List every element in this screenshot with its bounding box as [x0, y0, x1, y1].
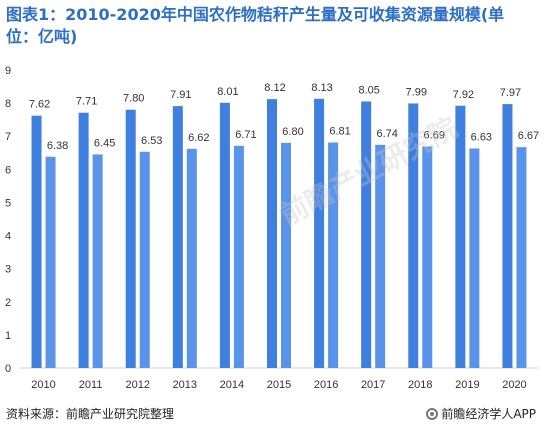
bar-series-1: [314, 98, 325, 368]
x-tick-label: 2013: [173, 379, 197, 391]
data-label: 8.01: [217, 86, 238, 98]
source-note: 资料来源：前瞻产业研究院整理: [6, 407, 175, 421]
x-tick-label: 2020: [502, 379, 526, 391]
data-label: 6.67: [518, 130, 539, 142]
x-tick-label: 2017: [361, 379, 385, 391]
data-label: 8.13: [311, 82, 332, 94]
bar-series-2: [92, 154, 103, 368]
y-tick-label: 8: [5, 98, 11, 110]
x-tick-label: 2019: [455, 379, 479, 391]
data-label: 6.81: [329, 126, 350, 138]
data-label: 8.05: [358, 84, 379, 96]
data-label: 7.62: [29, 99, 50, 111]
y-tick-label: 5: [5, 197, 11, 209]
bar-series-2: [469, 148, 480, 368]
bar-series-1: [267, 99, 277, 368]
bar-series-1: [455, 105, 466, 368]
data-label: 7.97: [500, 87, 521, 99]
x-tick-label: 2018: [408, 379, 432, 391]
y-tick-label: 1: [5, 330, 11, 342]
bar-series-2: [233, 145, 244, 368]
y-tick-label: 0: [5, 363, 11, 375]
data-label: 7.80: [123, 93, 144, 105]
bar-series-2: [139, 151, 150, 368]
bar-series-1: [172, 106, 183, 368]
bar-series-1: [125, 109, 136, 368]
bar-series-2: [422, 146, 433, 368]
bar-series-2: [375, 144, 386, 368]
bar-series-2: [516, 147, 527, 368]
data-label: 6.53: [141, 135, 162, 147]
data-label: 6.69: [424, 129, 445, 141]
data-label: 6.71: [235, 129, 256, 141]
y-tick-label: 6: [5, 164, 11, 176]
data-label: 8.12: [264, 82, 285, 94]
bar-series-1: [31, 115, 42, 368]
data-label: 6.38: [47, 140, 68, 152]
bar-series-2: [45, 156, 56, 368]
bar-series-1: [219, 102, 230, 368]
brand-label: 前瞻经济学人APP: [441, 407, 536, 421]
bar-series-1: [78, 112, 89, 368]
brand-credit: 前瞻经济学人APP: [426, 405, 536, 422]
data-label: 7.99: [406, 86, 427, 98]
bar-series-1: [361, 101, 372, 368]
bar-series-2: [328, 142, 339, 368]
data-label: 6.74: [376, 128, 397, 140]
chart-title: 图表1：2010-2020年中国农作物秸秆产生量及可收集资源量规模(单位：亿吨): [6, 5, 505, 46]
data-label: 6.62: [188, 132, 209, 144]
x-tick-label: 2012: [125, 379, 149, 391]
data-label: 7.92: [453, 89, 474, 101]
x-tick-label: 2010: [31, 379, 55, 391]
bar-series-1: [408, 103, 419, 368]
y-tick-label: 2: [5, 297, 11, 309]
brand-logo-icon: [426, 407, 439, 420]
data-label: 6.45: [94, 137, 115, 149]
bar-series-2: [281, 142, 291, 368]
bar-series-1: [502, 104, 513, 369]
x-tick-label: 2014: [220, 379, 244, 391]
y-tick-label: 4: [5, 231, 11, 243]
y-tick-label: 9: [5, 65, 11, 77]
x-tick-label: 2011: [79, 379, 103, 391]
data-label: 7.91: [170, 89, 191, 101]
x-tick-label: 2016: [314, 379, 338, 391]
x-tick-label: 2015: [267, 379, 291, 391]
y-tick-label: 7: [5, 131, 11, 143]
y-tick-label: 3: [5, 264, 11, 276]
data-label: 6.63: [471, 131, 492, 143]
data-label: 6.80: [282, 126, 303, 138]
bar-chart: 0 1 2 3 4 5 6 7 8 9 7.62 6.38 2010 7.71 6.45 2011 7.80 6.…: [5, 65, 539, 391]
data-label: 7.71: [76, 96, 97, 108]
bar-series-2: [186, 148, 197, 368]
